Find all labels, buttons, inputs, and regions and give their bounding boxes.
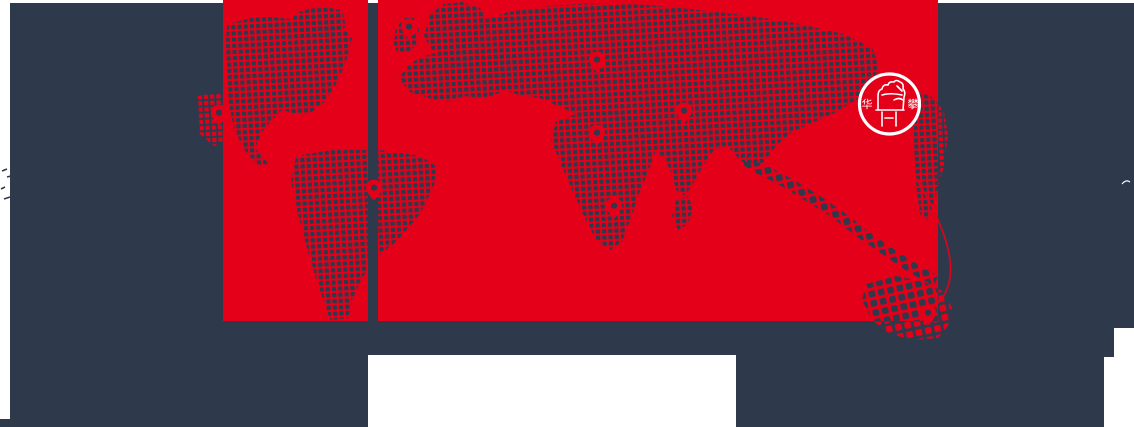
badge-char-right: 攀 [908,98,919,111]
brand-badge: 华 攀 [857,72,922,136]
edge-specks [0,168,12,200]
wave-mark [1121,180,1131,185]
badge-ring [857,72,922,136]
route-arc [888,137,952,311]
raised-fist-icon [875,79,906,127]
badge-char-left: 华 [862,97,873,111]
